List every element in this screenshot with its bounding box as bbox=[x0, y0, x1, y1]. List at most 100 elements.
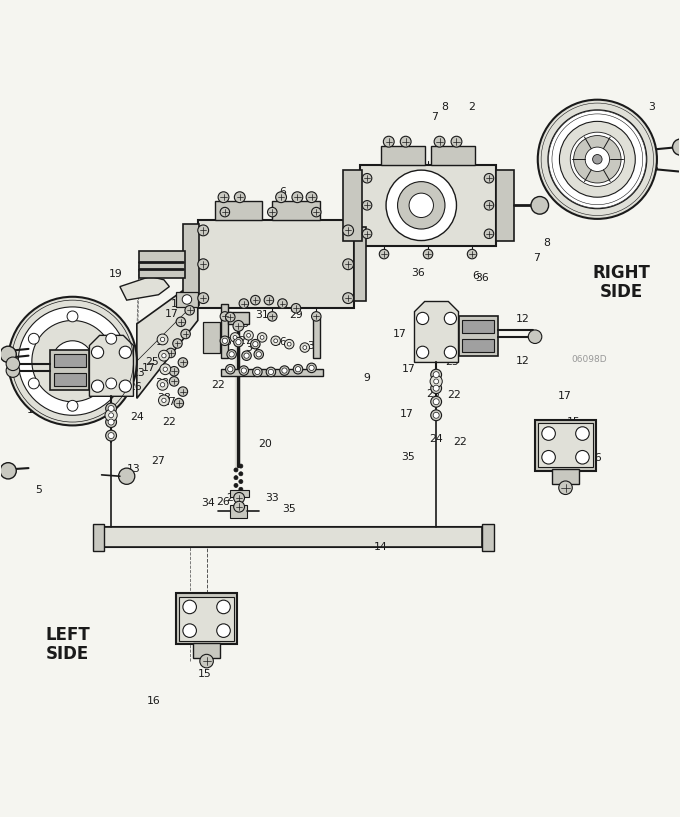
Circle shape bbox=[292, 192, 303, 203]
Text: 30: 30 bbox=[228, 297, 242, 306]
Circle shape bbox=[531, 197, 549, 214]
Circle shape bbox=[484, 201, 494, 210]
Text: 6: 6 bbox=[472, 271, 479, 281]
Circle shape bbox=[157, 334, 168, 345]
Bar bbox=[193, 643, 220, 658]
Circle shape bbox=[343, 259, 354, 270]
Circle shape bbox=[434, 136, 445, 147]
Text: 34: 34 bbox=[201, 498, 215, 508]
Circle shape bbox=[108, 433, 114, 439]
Circle shape bbox=[253, 342, 258, 346]
Bar bbox=[54, 354, 86, 367]
Text: 26: 26 bbox=[273, 337, 287, 347]
Circle shape bbox=[576, 426, 589, 440]
Bar bbox=[462, 319, 494, 333]
Text: 7: 7 bbox=[533, 253, 540, 263]
Circle shape bbox=[256, 351, 261, 357]
Circle shape bbox=[169, 367, 179, 376]
Circle shape bbox=[229, 351, 234, 357]
Circle shape bbox=[560, 122, 635, 197]
Circle shape bbox=[220, 311, 230, 321]
Circle shape bbox=[282, 368, 287, 373]
Text: 17: 17 bbox=[558, 391, 572, 401]
Polygon shape bbox=[90, 335, 133, 396]
Circle shape bbox=[309, 365, 314, 370]
Circle shape bbox=[528, 330, 542, 343]
Circle shape bbox=[217, 600, 231, 614]
Bar bbox=[180, 596, 234, 641]
Bar bbox=[228, 311, 249, 324]
Text: 26: 26 bbox=[438, 329, 452, 339]
Circle shape bbox=[218, 192, 229, 203]
Bar bbox=[139, 251, 185, 278]
Text: 21: 21 bbox=[226, 493, 240, 503]
Circle shape bbox=[417, 346, 428, 359]
Bar bbox=[272, 201, 320, 221]
Text: 12: 12 bbox=[516, 356, 530, 366]
Circle shape bbox=[451, 136, 462, 147]
Circle shape bbox=[542, 450, 556, 464]
Circle shape bbox=[260, 336, 264, 339]
Text: 17: 17 bbox=[156, 337, 169, 347]
Bar bbox=[381, 145, 424, 165]
Circle shape bbox=[239, 487, 243, 491]
Text: 22: 22 bbox=[447, 390, 460, 400]
Circle shape bbox=[398, 181, 445, 229]
Circle shape bbox=[6, 364, 20, 377]
Circle shape bbox=[109, 413, 114, 417]
Circle shape bbox=[538, 100, 657, 219]
Text: 36: 36 bbox=[411, 268, 425, 278]
Circle shape bbox=[444, 312, 456, 324]
Circle shape bbox=[157, 379, 168, 391]
Circle shape bbox=[288, 342, 291, 346]
Bar bbox=[222, 304, 228, 358]
Circle shape bbox=[185, 306, 194, 315]
Circle shape bbox=[277, 299, 287, 308]
Polygon shape bbox=[120, 276, 169, 300]
Text: 6: 6 bbox=[279, 187, 286, 197]
Circle shape bbox=[160, 337, 165, 342]
Circle shape bbox=[198, 292, 209, 304]
Text: 5: 5 bbox=[35, 484, 42, 495]
Circle shape bbox=[311, 208, 321, 217]
Text: 16: 16 bbox=[147, 696, 160, 706]
Circle shape bbox=[343, 292, 354, 304]
Circle shape bbox=[244, 331, 254, 340]
Circle shape bbox=[32, 320, 113, 402]
Text: 7: 7 bbox=[431, 112, 438, 123]
Circle shape bbox=[178, 386, 188, 396]
Circle shape bbox=[430, 375, 442, 387]
Circle shape bbox=[559, 481, 573, 494]
Text: 17: 17 bbox=[142, 363, 156, 373]
Text: 26: 26 bbox=[218, 337, 232, 347]
Bar bbox=[50, 350, 90, 390]
Text: 15: 15 bbox=[198, 669, 211, 679]
Circle shape bbox=[257, 333, 267, 342]
Circle shape bbox=[222, 338, 228, 343]
Polygon shape bbox=[137, 280, 198, 399]
Circle shape bbox=[484, 229, 494, 239]
Circle shape bbox=[251, 339, 260, 349]
Circle shape bbox=[239, 464, 243, 468]
Bar bbox=[222, 369, 323, 376]
Bar bbox=[462, 339, 494, 352]
Text: 38: 38 bbox=[157, 393, 171, 404]
Circle shape bbox=[433, 385, 439, 391]
Circle shape bbox=[169, 377, 179, 386]
Circle shape bbox=[233, 320, 244, 332]
Text: 36: 36 bbox=[340, 226, 354, 236]
Circle shape bbox=[430, 410, 441, 421]
Text: 33: 33 bbox=[265, 493, 279, 503]
Circle shape bbox=[433, 372, 439, 377]
Circle shape bbox=[162, 398, 166, 403]
Circle shape bbox=[235, 192, 245, 203]
Text: RIGHT: RIGHT bbox=[592, 264, 650, 282]
Circle shape bbox=[434, 379, 439, 384]
Text: 7: 7 bbox=[252, 235, 259, 246]
Text: 24: 24 bbox=[130, 412, 143, 422]
Bar bbox=[176, 292, 198, 307]
Text: 6: 6 bbox=[381, 231, 388, 241]
Bar bbox=[354, 227, 366, 301]
Bar bbox=[539, 423, 592, 467]
Text: 11: 11 bbox=[74, 377, 88, 388]
